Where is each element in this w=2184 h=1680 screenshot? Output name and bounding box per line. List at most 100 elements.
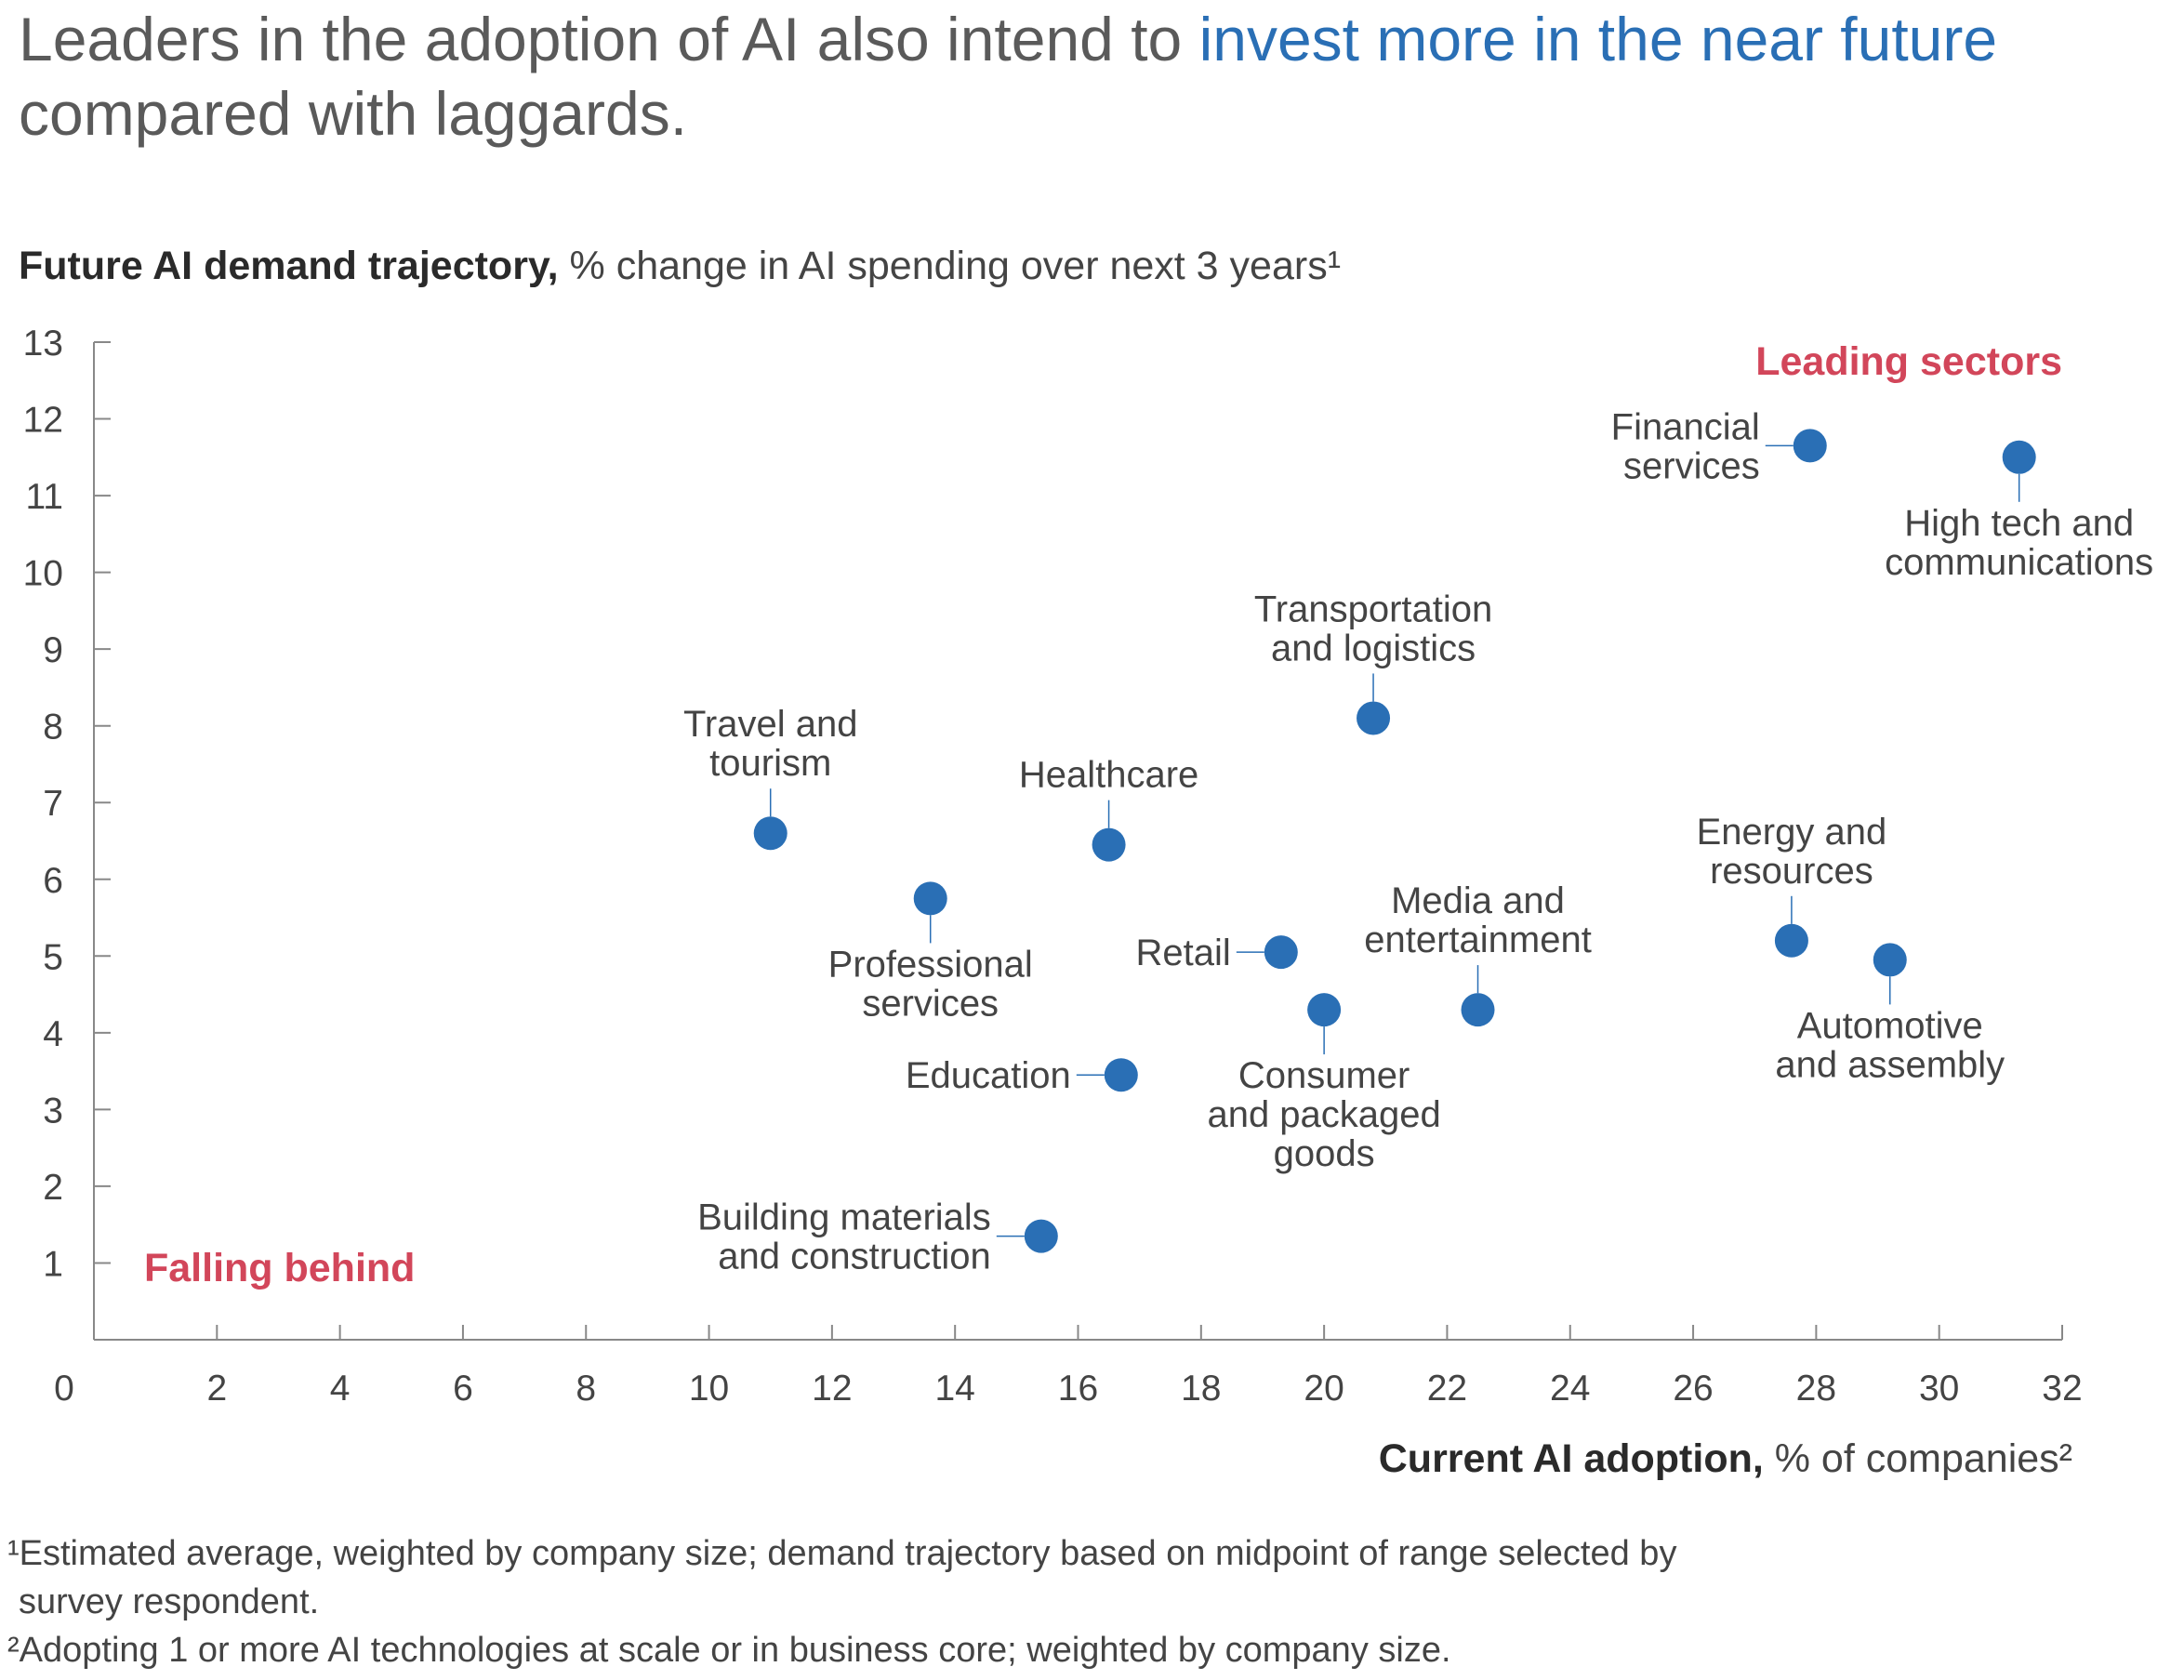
point-label-line: Automotive bbox=[1797, 1005, 1983, 1046]
data-point-high-tech-and-communications bbox=[2002, 440, 2036, 474]
point-label-line: Professional bbox=[828, 944, 1033, 985]
data-point-consumer-and-packaged-goods bbox=[1307, 993, 1342, 1027]
leader-lines bbox=[769, 444, 2020, 1237]
data-point-travel-and-tourism bbox=[753, 816, 788, 851]
data-point-retail bbox=[1264, 935, 1298, 970]
point-label-line: and logistics bbox=[1271, 628, 1476, 668]
y-tick-label: 8 bbox=[43, 708, 63, 747]
point-label-line: tourism bbox=[709, 743, 831, 784]
x-tick-label: 8 bbox=[576, 1369, 596, 1409]
y-tick-label: 12 bbox=[23, 401, 63, 441]
x-tick-label: 30 bbox=[1919, 1369, 1959, 1409]
point-label-line: and construction bbox=[718, 1237, 991, 1277]
footnotes: ¹Estimated average, weighted by company … bbox=[7, 1529, 2164, 1674]
data-points bbox=[753, 429, 2036, 1253]
y-tick-label: 1 bbox=[43, 1244, 63, 1284]
data-point-energy-and-resources bbox=[1774, 923, 1808, 958]
x-tick-label: 10 bbox=[689, 1369, 729, 1409]
x-axis-label: Current AI adoption, % of companies² bbox=[1379, 1436, 2072, 1482]
x-tick-label: 12 bbox=[812, 1369, 852, 1409]
title-part2: compared with laggards. bbox=[19, 79, 688, 148]
point-label-line: Travel and bbox=[683, 704, 858, 745]
data-point-transportation-and-logistics bbox=[1357, 701, 1391, 735]
x-tick-label: 2 bbox=[206, 1369, 227, 1409]
tick-labels: 0 2 4 6 8 10 12 14 16 18 20 22 24 26 28 30 3212345678910… bbox=[23, 324, 2083, 1409]
y-axis-label-bold: Future AI demand trajectory, bbox=[19, 244, 559, 288]
point-label-line: Transportation bbox=[1254, 589, 1492, 629]
x-tick-label: 4 bbox=[330, 1369, 351, 1409]
point-label-retail: Retail bbox=[1136, 933, 1231, 973]
footnote-1-continued: survey respondent. bbox=[19, 1582, 320, 1621]
y-tick-label: 3 bbox=[43, 1091, 63, 1131]
point-label-automotive-and-assembly: Automotive and assembly bbox=[1775, 1005, 2005, 1085]
axes bbox=[93, 341, 2063, 1341]
x-tick-label: 14 bbox=[934, 1369, 974, 1409]
point-label-travel-and-tourism: Travel and tourism bbox=[683, 704, 858, 784]
y-tick-label: 6 bbox=[43, 861, 63, 901]
x-tick-label: 26 bbox=[1673, 1369, 1713, 1409]
x-axis-label-rest: % of companies² bbox=[1763, 1436, 2072, 1481]
x-tick-label: 18 bbox=[1181, 1369, 1221, 1409]
footnote-2: ²Adopting 1 or more AI technologies at s… bbox=[7, 1631, 1451, 1670]
x-axis-label-bold: Current AI adoption, bbox=[1378, 1436, 1764, 1481]
scatter-plot: 0 2 4 6 8 10 12 14 16 18 20 22 24 26 28 30 3212345678910… bbox=[23, 324, 2154, 1409]
y-axis-label: Future AI demand trajectory, % change in… bbox=[19, 244, 1341, 289]
point-label-media-and-entertainment: Media and entertainment bbox=[1364, 880, 1592, 960]
point-label-line: communications bbox=[1885, 542, 2153, 583]
point-label-line: Consumer bbox=[1238, 1055, 1410, 1096]
y-tick-label: 7 bbox=[43, 784, 63, 824]
point-label-line: resources bbox=[1710, 851, 1873, 892]
point-label-line: Retail bbox=[1136, 933, 1231, 973]
point-label-line: and packaged bbox=[1207, 1094, 1440, 1135]
data-point-automotive-and-assembly bbox=[1873, 943, 1907, 977]
data-point-healthcare bbox=[1092, 827, 1126, 862]
quadrant-label-leading: Leading sectors bbox=[1755, 339, 2062, 384]
point-label-line: goods bbox=[1274, 1133, 1375, 1174]
y-tick-label: 2 bbox=[43, 1168, 63, 1208]
point-label-line: and assembly bbox=[1775, 1044, 2005, 1085]
point-label-line: entertainment bbox=[1364, 919, 1592, 960]
point-label-line: Education bbox=[906, 1055, 1071, 1096]
chart-title: Leaders in the adoption of AI also inten… bbox=[19, 2, 2157, 151]
point-label-healthcare: Healthcare bbox=[1019, 755, 1198, 796]
data-point-building-materials-and-construction bbox=[1024, 1219, 1058, 1253]
y-tick-label: 13 bbox=[23, 324, 63, 364]
x-tick-label: 24 bbox=[1550, 1369, 1590, 1409]
point-label-energy-and-resources: Energy and resources bbox=[1697, 812, 1887, 892]
quadrant-label-falling: Falling behind bbox=[144, 1246, 415, 1290]
point-label-education: Education bbox=[906, 1055, 1071, 1096]
point-label-line: Financial bbox=[1611, 406, 1760, 447]
y-tick-label: 5 bbox=[43, 937, 63, 977]
point-label-line: Healthcare bbox=[1019, 755, 1198, 796]
point-label-line: services bbox=[862, 983, 999, 1024]
data-point-financial-services bbox=[1793, 429, 1827, 463]
point-label-building-materials-and-construction: Building materials and construction bbox=[697, 1197, 991, 1277]
footnote-1: ¹Estimated average, weighted by company … bbox=[7, 1534, 1677, 1573]
point-label-financial-services: Financial services bbox=[1611, 406, 1760, 486]
data-point-media-and-entertainment bbox=[1461, 993, 1495, 1027]
y-axis-label-rest: % change in AI spending over next 3 year… bbox=[558, 244, 1342, 288]
y-tick-label: 10 bbox=[23, 554, 63, 594]
point-label-consumer-and-packaged-goods: Consumer and packaged goods bbox=[1207, 1055, 1440, 1174]
point-label-line: services bbox=[1623, 445, 1760, 486]
x-tick-label: 16 bbox=[1058, 1369, 1098, 1409]
point-label-high-tech-and-communications: High tech and communications bbox=[1885, 503, 2153, 583]
x-tick-label: 20 bbox=[1304, 1369, 1343, 1409]
title-part1: Leaders in the adoption of AI also inten… bbox=[19, 5, 1199, 73]
data-point-professional-services bbox=[913, 881, 947, 916]
point-label-line: Media and bbox=[1391, 880, 1565, 921]
y-tick-label: 11 bbox=[26, 477, 64, 517]
point-label-transportation-and-logistics: Transportation and logistics bbox=[1254, 589, 1492, 668]
x-tick-label: 22 bbox=[1427, 1369, 1467, 1409]
point-label-professional-services: Professional services bbox=[828, 944, 1033, 1024]
title-highlight: invest more in the near future bbox=[1198, 5, 1998, 73]
point-label-line: Building materials bbox=[697, 1197, 991, 1238]
y-tick-label: 9 bbox=[43, 630, 63, 670]
x-tick-label: 32 bbox=[2042, 1369, 2082, 1409]
y-tick-label: 4 bbox=[43, 1014, 63, 1054]
x-tick-label: 28 bbox=[1796, 1369, 1836, 1409]
data-point-education bbox=[1104, 1058, 1138, 1092]
x-tick-label: 6 bbox=[453, 1369, 473, 1409]
point-label-line: High tech and bbox=[1904, 503, 2134, 544]
